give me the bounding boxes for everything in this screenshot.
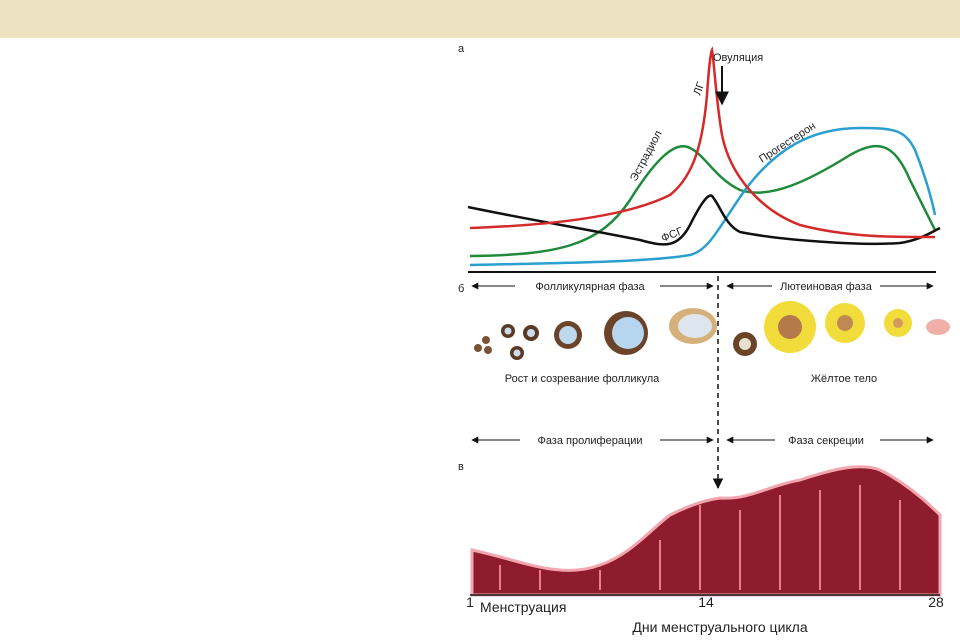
panel-label: б [458,283,464,295]
day-tick-label: 28 [928,594,944,610]
day-tick-label: 1 [466,594,474,610]
phase-label: Фолликулярная фаза [535,281,645,293]
follicle-caption: Рост и созревание фолликула [505,373,660,385]
lh-curve [469,46,936,239]
follicles [474,308,757,360]
phase-label: Лютеиновая фаза [780,281,873,293]
ovary-panel: б Фолликулярная фаза Лютеиновая фаза Рос… [458,276,950,490]
phase-label: Фаза пролиферации [537,435,642,447]
menstruation-label: Менструация [480,599,566,615]
panel-label: а [458,43,465,55]
progesterone-label: Прогестерон [757,120,818,165]
axis-title: Дни менструального цикла [632,619,807,635]
endometrium-panel: в 1 14 28 Менструация Дни менструального… [458,461,944,635]
lh-label: ЛГ [692,81,708,98]
progesterone-curve [469,126,937,267]
corpus-luteum [764,301,950,353]
hormone-panel: а Овуляция ЛГ Эстрадиол Прогестерон ФСГ [458,43,941,273]
panel-label: в [458,461,464,473]
day-tick-label: 14 [698,594,714,610]
glands [499,485,901,590]
estradiol-curve [469,145,937,258]
ovulation-label: Овуляция [713,52,763,64]
endometrium [470,465,942,597]
corpus-luteum-caption: Жёлтое тело [811,373,877,385]
phase-label: Фаза секреции [788,435,864,447]
header-bar [0,0,960,38]
fsh-curve [467,194,941,246]
